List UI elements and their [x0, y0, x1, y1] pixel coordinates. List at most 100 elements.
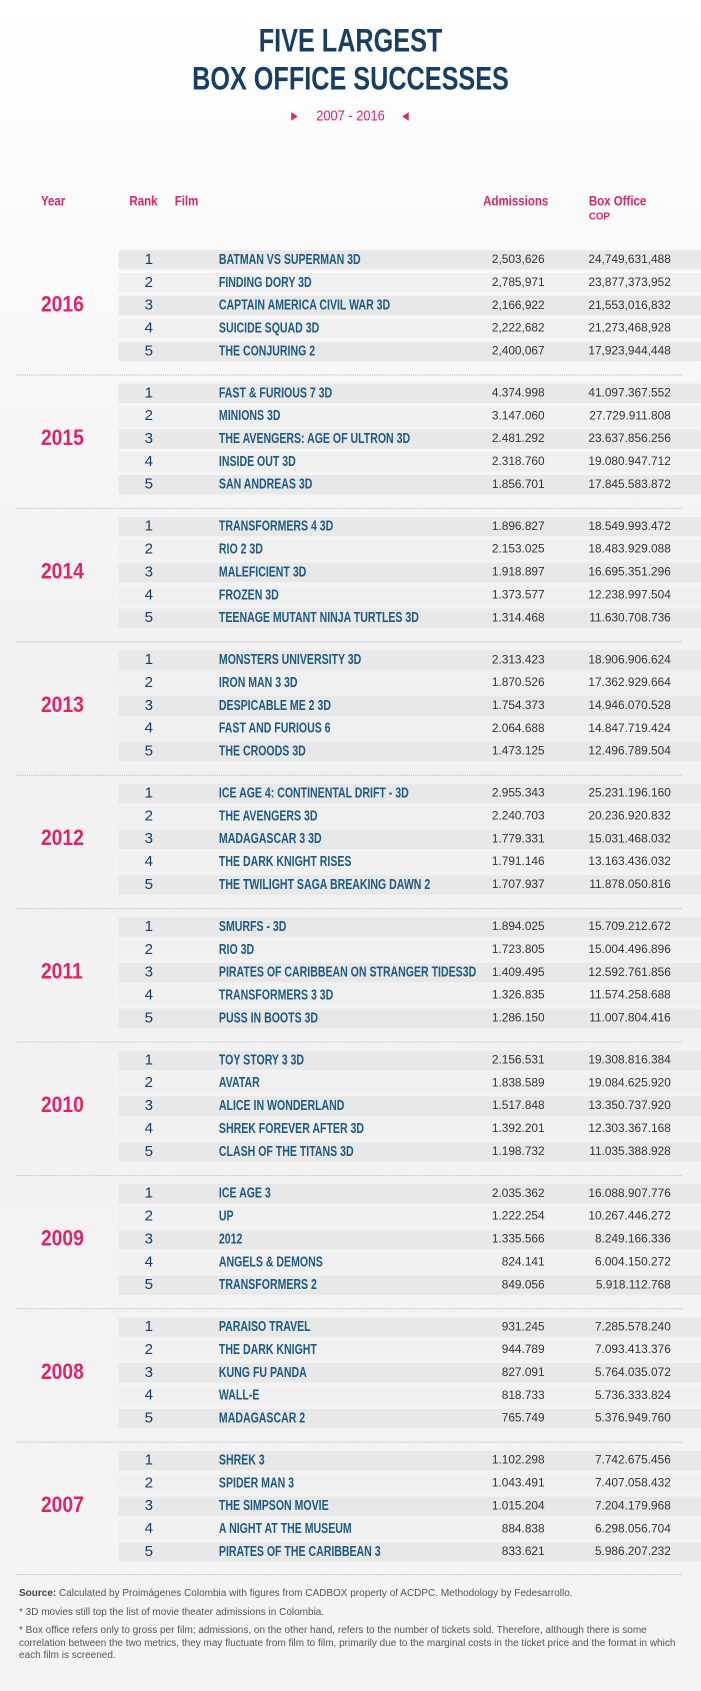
row-stripe	[118, 829, 701, 849]
film: TRANSFORMERS 2	[219, 1275, 317, 1292]
box-office: 16.088.907.776	[588, 1186, 671, 1200]
film-group: FINDING DORY 3D	[219, 273, 312, 290]
box-office: 13.163.436.032	[588, 854, 670, 868]
rank: 1	[145, 918, 153, 935]
film-group: WALL-E	[219, 1386, 260, 1403]
column-header: Film	[175, 192, 199, 208]
box-office: 12.303.367.168	[588, 1121, 671, 1135]
film-group: SHREK 3	[219, 1451, 265, 1468]
rank: 4	[145, 1253, 153, 1270]
film: UP	[219, 1207, 234, 1224]
film: DESPICABLE ME 2 3D	[219, 696, 331, 713]
film-group: BATMAN VS SUPERMAN 3D	[219, 250, 361, 267]
film: SMURFS - 3D	[219, 917, 286, 934]
box-office: 23.637.856.256	[588, 431, 671, 445]
film: SAN ANDREAS 3D	[219, 475, 312, 492]
film-group: UP	[219, 1207, 234, 1224]
film-group: PIRATES OF THE CARIBBEAN 3	[219, 1542, 381, 1559]
film: THE CONJURING 2	[219, 341, 315, 358]
rank: 3	[145, 563, 153, 580]
year: 2011	[41, 959, 83, 984]
box-office: 15.004.496.896	[588, 942, 671, 956]
film-group: THE CROODS 3D	[219, 742, 306, 759]
admissions: 2,222,682	[492, 321, 545, 335]
row-stripe	[118, 1473, 701, 1494]
rank: 2	[145, 1208, 153, 1225]
film: ICE AGE 4: CONTINENTAL DRIFT - 3D	[219, 784, 409, 801]
admissions: 1.517.848	[492, 1098, 545, 1112]
box-office: 11.630.708.736	[589, 610, 671, 624]
film-group: ALICE IN WONDERLAND	[219, 1096, 344, 1113]
year-group: 2010	[41, 1093, 84, 1118]
rank: 5	[145, 1143, 153, 1160]
film-group: TRANSFORMERS 2	[219, 1275, 317, 1292]
title: FIVE LARGEST	[259, 24, 443, 60]
title: BOX OFFICE SUCCESSES	[192, 62, 509, 98]
rank: 5	[145, 1410, 153, 1427]
film: RIO 3D	[219, 940, 254, 957]
box-office: 21,553,016,832	[588, 298, 670, 312]
box-office: 17.362.929.664	[588, 675, 671, 689]
admissions: 1.392.201	[492, 1121, 545, 1135]
currency: COP	[589, 211, 611, 222]
admissions: 827.091	[502, 1365, 545, 1379]
box-office: 7.407.058.432	[595, 1476, 671, 1490]
rank: 4	[145, 1520, 153, 1537]
row-stripe	[118, 1229, 701, 1250]
film-group: MONSTERS UNIVERSITY 3D	[219, 650, 361, 667]
film-group: A NIGHT AT THE MUSEUM	[219, 1519, 352, 1536]
rank: 3	[145, 1230, 153, 1247]
box-office: 19.308.816.384	[588, 1052, 671, 1066]
film-group: MADAGASCAR 2	[219, 1409, 305, 1426]
box-office: 16.695.351.296	[588, 565, 671, 579]
film-group: MALEFICIENT 3D	[219, 563, 306, 580]
year: 2007	[41, 1493, 84, 1518]
rank: 4	[145, 853, 153, 870]
row-stripe	[118, 1184, 701, 1204]
admissions: 944.789	[502, 1342, 545, 1356]
rank: 5	[145, 1009, 153, 1026]
admissions: 1.409.495	[492, 965, 545, 979]
film: MONSTERS UNIVERSITY 3D	[219, 650, 361, 667]
row-stripe	[118, 1252, 701, 1273]
admissions: 1.723.805	[492, 942, 545, 956]
year-group: 2009	[41, 1226, 84, 1251]
film: THE AVENGERS 3D	[219, 806, 318, 823]
rank: 5	[145, 876, 153, 893]
column-header-group: Year	[41, 192, 65, 208]
box-office: 11.035.388.928	[589, 1144, 671, 1158]
admissions: 1.286.150	[492, 1011, 545, 1025]
column-header-group: Film	[175, 192, 199, 208]
rank: 3	[145, 1497, 153, 1514]
rank: 5	[145, 609, 153, 626]
admissions: 2,400,067	[492, 343, 545, 357]
box-office: 10.267.446.272	[588, 1209, 670, 1223]
admissions: 4.374.998	[492, 385, 545, 399]
title-group: BOX OFFICE SUCCESSES	[192, 62, 509, 98]
year-group: 2015	[41, 426, 84, 451]
film-group: TRANSFORMERS 4 3D	[219, 517, 333, 534]
film: SPIDER MAN 3	[219, 1473, 294, 1490]
row-stripe	[118, 517, 701, 537]
row-stripe	[118, 383, 701, 404]
row-stripe	[118, 1317, 701, 1337]
film-group: ICE AGE 4: CONTINENTAL DRIFT - 3D	[219, 784, 409, 801]
film: SHREK FOREVER AFTER 3D	[219, 1119, 364, 1136]
admissions: 1.838.589	[492, 1075, 545, 1089]
admissions: 1.856.701	[492, 477, 545, 491]
row-stripe	[118, 673, 701, 693]
box-office: 11.574.258.688	[589, 988, 671, 1002]
row-stripe	[118, 650, 701, 670]
footer: Source: Calculated by Proimágenes Colomb…	[19, 1588, 679, 1669]
rank: 4	[145, 1120, 153, 1137]
box-office: 24,749,631,488	[588, 252, 671, 266]
box-office: 14.847.719.424	[588, 721, 671, 735]
box-office: 11.007.804.416	[589, 1011, 671, 1025]
note: * Box office refers only to gross per fi…	[19, 1625, 676, 1661]
box-office: 11.878.050.816	[589, 877, 671, 891]
box-office: 12.592.761.856	[588, 965, 671, 979]
rank: 2	[145, 1474, 153, 1491]
arrow-right	[402, 112, 409, 121]
film-group: DESPICABLE ME 2 3D	[219, 696, 331, 713]
rank: 2	[145, 807, 153, 824]
